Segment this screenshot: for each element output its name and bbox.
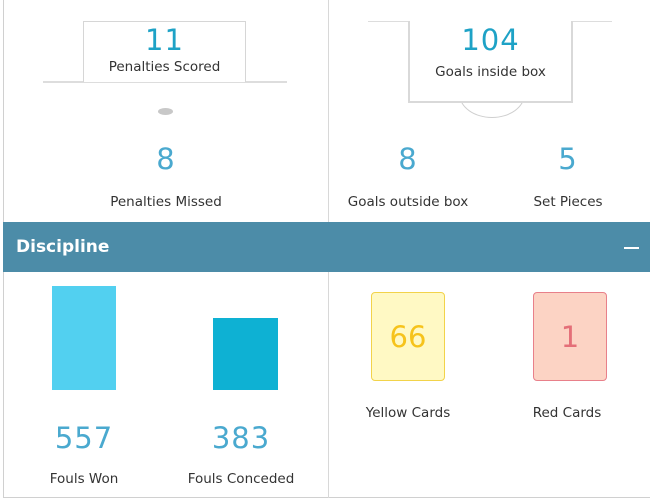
- yellow-card-icon: 66: [371, 292, 445, 381]
- penalties-scored-value: 11: [145, 23, 184, 57]
- collapse-button[interactable]: [620, 240, 642, 256]
- fouls-conceded-label: Fouls Conceded: [187, 471, 295, 487]
- column-divider: [328, 272, 329, 498]
- panel-border-bottom: [3, 497, 650, 498]
- fouls-won-value: 557: [54, 421, 114, 455]
- discipline-header[interactable]: [3, 222, 650, 272]
- penalty-box-graphic: [83, 21, 246, 82]
- yellow-cards-label: Yellow Cards: [365, 405, 451, 421]
- goals-outside-box-label: Goals outside box: [347, 194, 469, 210]
- goals-outside-box-value: 8: [398, 142, 418, 176]
- penalty-spot-icon: [158, 108, 173, 115]
- goals-inside-box-label: Goals inside box: [435, 64, 546, 80]
- yellow-cards-value: 66: [389, 319, 427, 354]
- fouls-won-label: Fouls Won: [49, 471, 119, 487]
- fouls-conceded-value: 383: [211, 421, 271, 455]
- goals-inside-box-value: 104: [461, 23, 520, 57]
- red-cards-label: Red Cards: [532, 405, 602, 421]
- red-card-icon: 1: [533, 292, 607, 381]
- fouls-won-bar: [52, 286, 116, 390]
- penalties-scored-label: Penalties Scored: [108, 59, 221, 75]
- fouls-conceded-bar: [213, 318, 278, 390]
- penalties-missed-value: 8: [156, 142, 176, 176]
- penalty-box-graphic: [408, 21, 573, 103]
- red-cards-value: 1: [560, 319, 580, 354]
- set-pieces-value: 5: [558, 142, 578, 176]
- penalties-missed-label: Penalties Missed: [110, 194, 222, 210]
- section-title: Discipline: [16, 237, 110, 257]
- goal-line-graphic: [43, 81, 287, 83]
- column-divider: [328, 0, 329, 222]
- minus-icon: [624, 247, 639, 249]
- set-pieces-label: Set Pieces: [533, 194, 603, 210]
